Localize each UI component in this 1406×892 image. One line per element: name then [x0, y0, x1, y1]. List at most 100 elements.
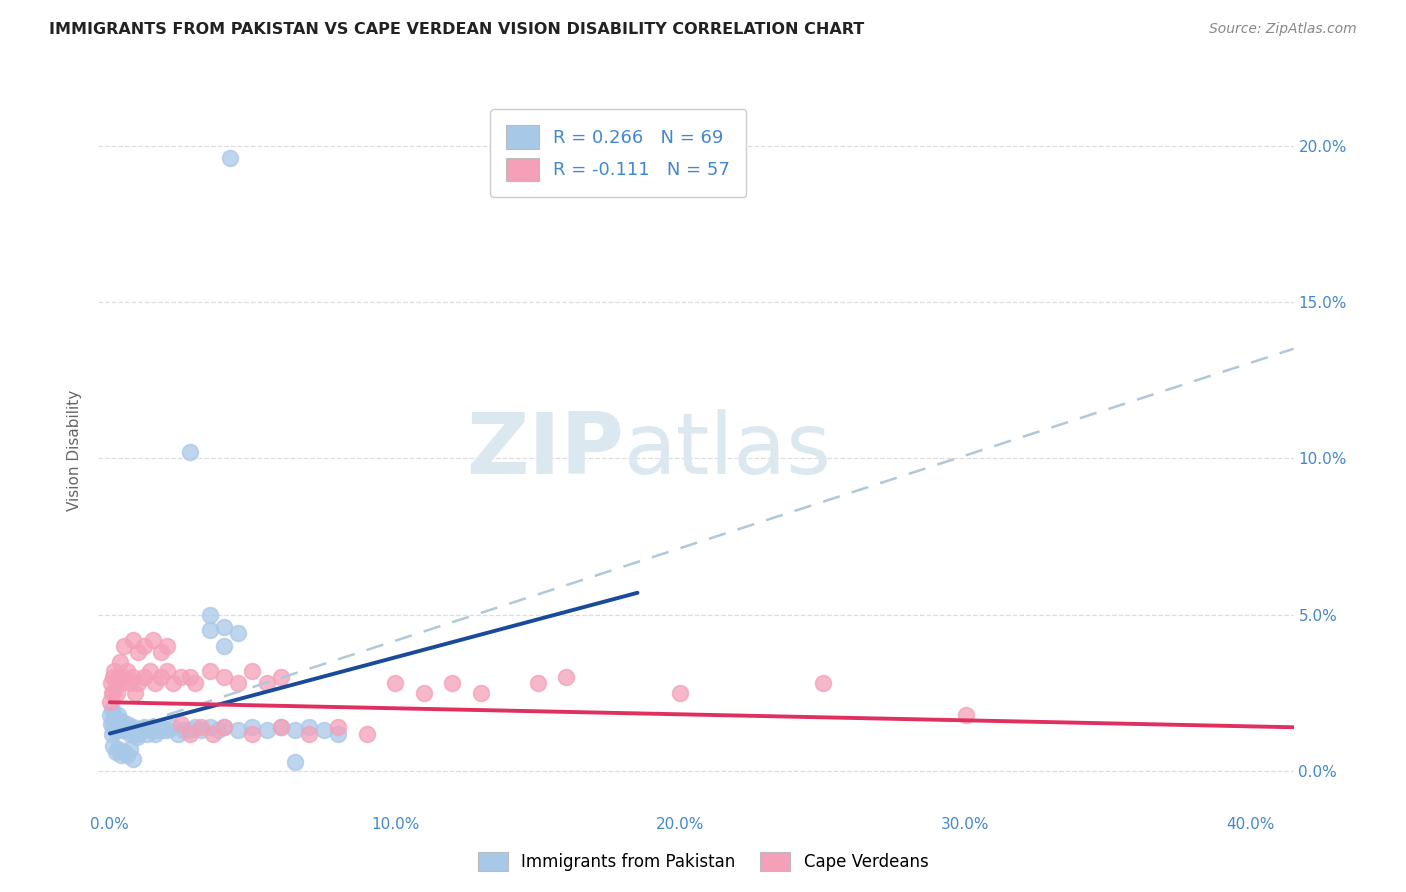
Point: [127, 676, 149, 690]
Point: [198, 624, 221, 638]
Point: [270, 670, 292, 684]
Point: [132, 720, 155, 734]
Point: [104, 745, 127, 759]
Point: [441, 676, 464, 690]
Point: [135, 726, 157, 740]
Point: [356, 726, 378, 740]
Point: [150, 670, 173, 684]
Point: [242, 726, 264, 740]
Point: [669, 686, 692, 700]
Point: [212, 620, 235, 634]
Point: [179, 726, 201, 740]
Point: [162, 720, 184, 734]
Point: [114, 723, 136, 738]
Point: [207, 723, 229, 738]
Point: [270, 720, 292, 734]
Point: [555, 670, 578, 684]
Point: [115, 664, 138, 678]
Point: [121, 751, 143, 765]
Point: [100, 717, 122, 731]
Point: [284, 723, 307, 738]
Point: [103, 686, 125, 700]
Point: [170, 670, 193, 684]
Point: [100, 695, 122, 709]
Point: [104, 676, 127, 690]
Point: [226, 723, 249, 738]
Point: [115, 748, 138, 763]
Point: [145, 676, 167, 690]
Point: [105, 686, 128, 700]
Point: [150, 645, 173, 659]
Point: [470, 686, 492, 700]
Point: [284, 755, 307, 769]
Point: [121, 720, 143, 734]
Point: [412, 686, 434, 700]
Point: [104, 711, 127, 725]
Text: Source: ZipAtlas.com: Source: ZipAtlas.com: [1209, 22, 1357, 37]
Point: [111, 723, 134, 738]
Point: [108, 720, 131, 734]
Point: [184, 676, 207, 690]
Point: [256, 676, 278, 690]
Point: [132, 670, 155, 684]
Point: [111, 717, 134, 731]
Point: [108, 714, 131, 728]
Point: [112, 670, 135, 684]
Point: [112, 639, 135, 653]
Point: [150, 720, 173, 734]
Point: [101, 714, 124, 728]
Point: [242, 720, 264, 734]
Point: [139, 664, 162, 678]
Point: [142, 632, 165, 647]
Point: [198, 720, 221, 734]
Point: [107, 742, 129, 756]
Point: [101, 739, 124, 753]
Point: [118, 726, 141, 740]
Point: [226, 676, 249, 690]
Point: [100, 686, 122, 700]
Point: [127, 726, 149, 740]
Point: [526, 676, 548, 690]
Point: [103, 720, 125, 734]
Point: [118, 676, 141, 690]
Point: [270, 720, 292, 734]
Text: atlas: atlas: [624, 409, 832, 492]
Point: [120, 723, 142, 738]
Point: [124, 686, 146, 700]
Point: [156, 723, 179, 738]
Point: [100, 707, 122, 722]
Point: [121, 632, 143, 647]
Point: [212, 720, 235, 734]
Point: [121, 670, 143, 684]
Point: [384, 676, 406, 690]
Point: [955, 707, 977, 722]
Point: [190, 723, 212, 738]
Point: [100, 701, 122, 715]
Point: [179, 723, 201, 738]
Text: ZIP: ZIP: [467, 409, 624, 492]
Point: [103, 664, 125, 678]
Point: [101, 670, 124, 684]
Point: [312, 723, 335, 738]
Point: [298, 720, 321, 734]
Point: [173, 723, 195, 738]
Point: [145, 726, 167, 740]
Point: [156, 639, 179, 653]
Point: [226, 626, 249, 640]
Point: [122, 726, 145, 740]
Point: [190, 720, 212, 734]
Point: [198, 607, 221, 622]
Point: [811, 676, 834, 690]
Point: [125, 730, 148, 744]
Point: [242, 664, 264, 678]
Point: [117, 720, 139, 734]
Point: [298, 726, 321, 740]
Point: [104, 723, 127, 738]
Point: [100, 676, 122, 690]
Point: [115, 717, 138, 731]
Point: [105, 717, 128, 731]
Point: [129, 723, 152, 738]
Point: [184, 720, 207, 734]
Point: [201, 726, 224, 740]
Point: [139, 723, 162, 738]
